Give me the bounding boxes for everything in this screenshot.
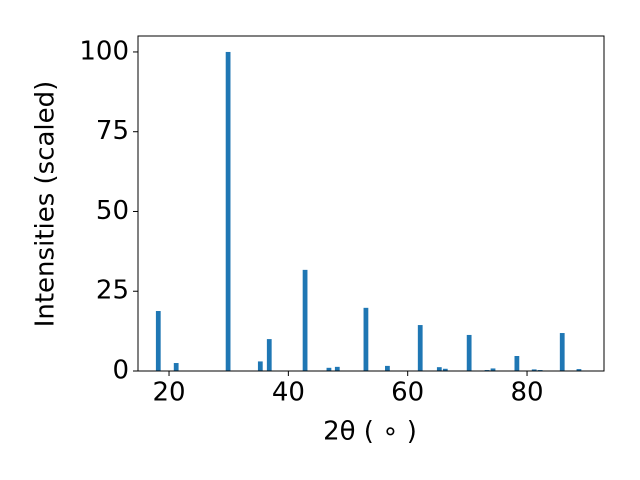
bar (302, 269, 308, 371)
bar (490, 368, 496, 371)
y-tick-label: 50 (96, 196, 129, 226)
bar (559, 333, 565, 371)
x-tick-label: 80 (510, 378, 543, 408)
x-tick-label: 40 (272, 378, 305, 408)
y-axis-label: Intensities (scaled) (31, 81, 61, 328)
bar (385, 365, 390, 371)
bar (326, 367, 332, 371)
bar (173, 363, 179, 371)
bar (531, 369, 537, 371)
bar (225, 51, 231, 371)
y-tick-label: 0 (112, 356, 129, 386)
y-tick-label: 100 (79, 36, 129, 66)
y-tick-label: 25 (96, 276, 129, 306)
y-tick-label: 75 (96, 116, 129, 146)
bar (266, 339, 272, 371)
bar (363, 307, 369, 371)
x-tick-label: 60 (391, 378, 424, 408)
bar (417, 325, 423, 371)
bar (442, 368, 448, 371)
bar (257, 361, 263, 371)
x-tick-label: 20 (152, 378, 185, 408)
bar (514, 356, 520, 371)
bar (576, 369, 582, 371)
bar (334, 366, 340, 371)
bar (466, 334, 472, 371)
x-axis-label: 2θ ( ∘ ) (323, 417, 417, 447)
plot-frame (137, 35, 605, 372)
bar (436, 367, 442, 371)
bar (155, 311, 161, 371)
